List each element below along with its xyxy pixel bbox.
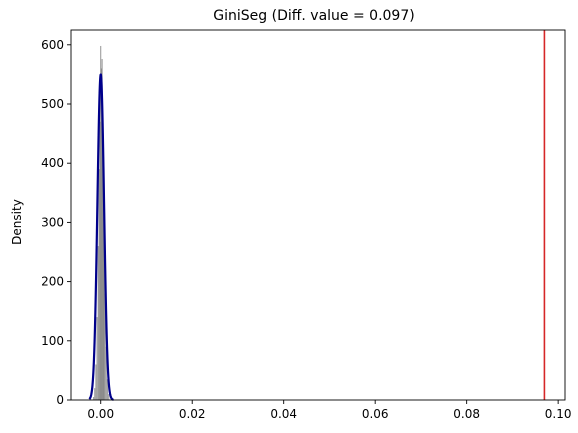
- histogram-bar-7: [100, 45, 102, 400]
- histogram-bar-11: [102, 163, 104, 400]
- y-tick-label: 400: [41, 156, 64, 170]
- histogram-bar-9: [101, 59, 103, 400]
- histogram-bar-3: [96, 317, 98, 400]
- histogram-bar-0: [93, 397, 95, 400]
- histogram-bar-16: [108, 394, 110, 400]
- y-tick-label: 500: [41, 97, 64, 111]
- chart-title: GiniSeg (Diff. value = 0.097): [213, 8, 414, 24]
- x-tick-label: 0.10: [545, 407, 572, 421]
- y-tick-label: 100: [41, 334, 64, 348]
- histogram-bar-5: [98, 169, 100, 400]
- axes: 0.00 0.02 0.04 0.06 0.08 0.10 0 100 200 300 400 500…: [41, 29, 572, 421]
- histogram-bar-12: [103, 228, 105, 400]
- x-tick-label: 0.00: [87, 407, 114, 421]
- y-tick-label: 0: [56, 393, 64, 407]
- histogram-bar-2: [95, 364, 97, 400]
- density-curve: [88, 73, 115, 401]
- plot-area: [88, 30, 546, 401]
- histogram-bar-4: [97, 246, 99, 400]
- histogram-bar-14: [105, 346, 107, 400]
- histogram-bar-1: [94, 388, 96, 400]
- axes-frame: [70, 29, 566, 401]
- y-tick-label: 600: [41, 38, 64, 52]
- histogram-bar-15: [106, 379, 108, 400]
- histogram-bar-13: [104, 293, 106, 400]
- y-axis-label: Density: [10, 199, 24, 245]
- y-tick-label: 200: [41, 275, 64, 289]
- x-tick-label: 0.04: [270, 407, 297, 421]
- x-tick-label: 0.06: [362, 407, 389, 421]
- histogram-bar-8: [100, 68, 102, 400]
- y-tick-label: 300: [41, 215, 64, 229]
- histogram-bar-10: [102, 130, 104, 400]
- x-tick-label: 0.08: [453, 407, 480, 421]
- x-tick-label: 0.02: [179, 407, 206, 421]
- histogram-bar-6: [99, 121, 101, 400]
